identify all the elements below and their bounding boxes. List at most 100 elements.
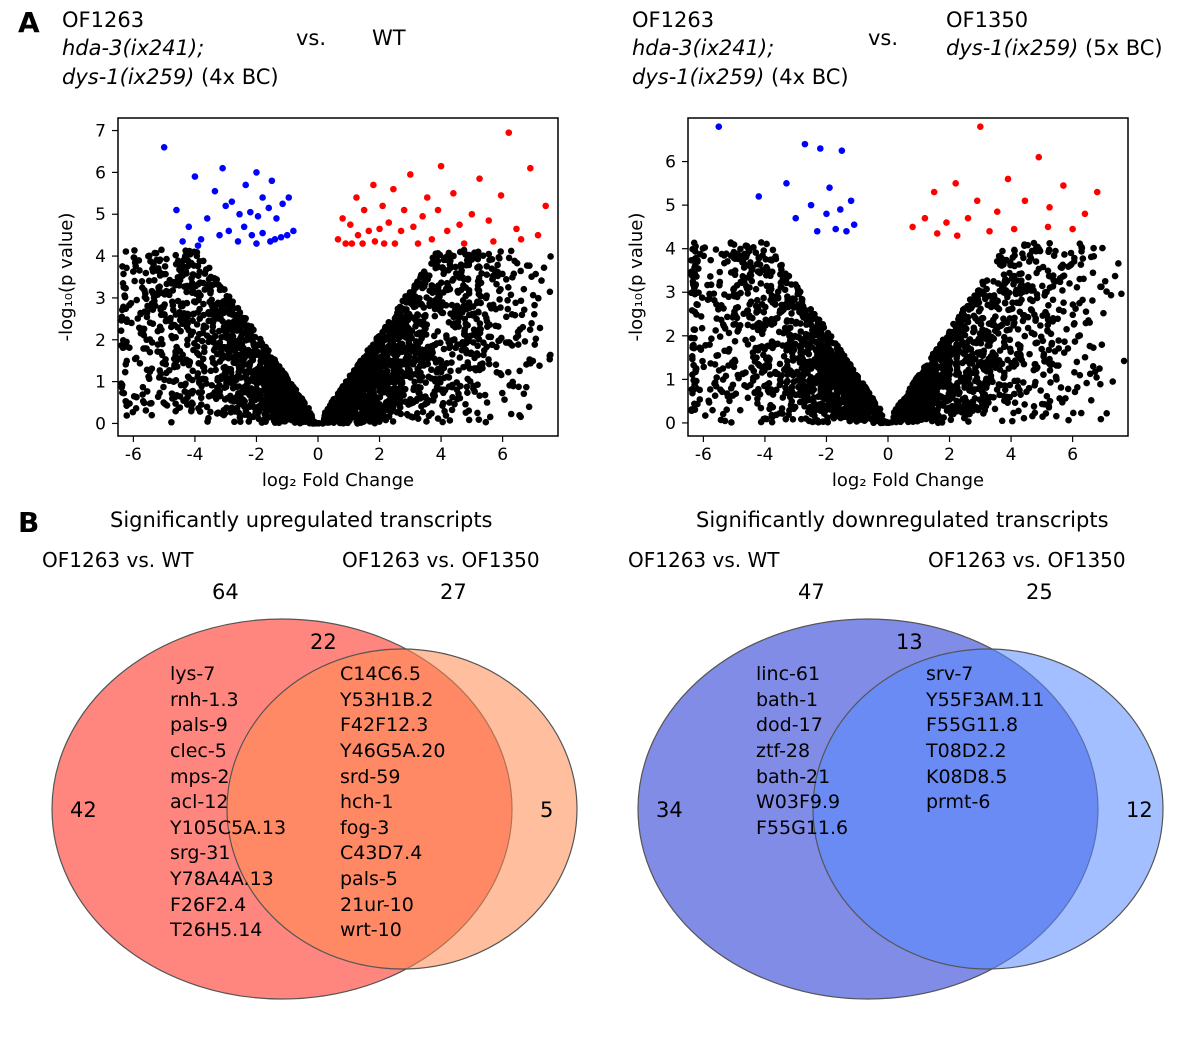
data-point [782,390,789,397]
ytick-label: 6 [665,153,676,173]
data-point [435,291,442,298]
data-point [1021,333,1028,340]
data-point [209,328,216,335]
data-point [144,388,151,395]
data-point [273,392,280,399]
data-point [458,269,465,276]
data-point [740,371,747,378]
data-point [721,260,728,267]
data-point [237,392,244,399]
data-point [1004,294,1011,301]
data-point [454,341,461,348]
data-point [142,294,149,301]
data-point [925,373,932,380]
data-point [1001,373,1008,380]
data-point [379,373,386,380]
data-point [1049,361,1056,368]
data-point [944,398,951,405]
data-point [691,335,698,342]
data-point [521,286,528,293]
data-point [186,360,193,367]
data-point [123,248,130,255]
data-point [363,382,370,389]
data-point [1055,337,1062,344]
data-point [963,372,970,379]
data-point [194,321,201,328]
data-point [399,298,406,305]
data-point-down [235,238,242,245]
data-point [1090,269,1097,276]
data-point [804,343,811,350]
data-point [1015,326,1022,333]
xtick-label: -2 [248,445,265,465]
data-point [172,408,179,415]
data-point [449,407,456,414]
data-point [745,322,752,329]
ytick-label: 2 [95,331,106,351]
data-point [466,407,473,414]
data-point [707,257,714,264]
data-point [746,314,753,321]
data-point [1121,358,1128,365]
data-point [757,270,764,277]
data-point [154,291,161,298]
data-point [351,387,358,394]
data-point [691,264,698,271]
data-point [796,306,803,313]
data-point [397,333,404,340]
data-point [929,404,936,411]
data-point [160,271,167,278]
data-point [420,318,427,325]
data-point [797,379,804,386]
data-point [945,383,952,390]
data-point [177,328,184,335]
data-point [284,391,291,398]
data-point [475,334,482,341]
data-point [271,357,278,364]
data-point [386,337,393,344]
data-point [919,370,926,377]
data-point [1070,410,1077,417]
data-point [690,271,697,278]
data-point-up [415,240,422,247]
data-point [730,381,737,388]
ytick-label: 0 [95,414,106,434]
data-point [420,409,427,416]
data-point [1020,318,1027,325]
data-point [1047,379,1054,386]
data-point-up [476,175,483,182]
data-point [957,328,964,335]
data-point [241,398,248,405]
data-point [724,390,731,397]
data-point [522,338,529,345]
data-point [950,321,957,328]
data-point [1092,368,1099,375]
data-point [937,394,944,401]
data-point [531,341,538,348]
data-point-up [518,236,525,243]
data-point-up [456,221,463,228]
data-point-down [285,194,292,201]
data-point [1040,338,1047,345]
data-point [389,373,396,380]
data-point [798,416,805,423]
data-point [979,279,986,286]
data-point [1097,381,1104,388]
data-point [771,320,778,327]
data-point [212,367,219,374]
data-point [223,379,230,386]
data-point [932,416,939,423]
data-point [1014,299,1021,306]
data-point [374,382,381,389]
data-point-down [242,182,249,189]
data-point [264,350,271,357]
data-point [495,323,502,330]
data-point [440,310,447,317]
data-point [498,335,505,342]
data-point [1089,297,1096,304]
data-point [921,385,928,392]
data-point [1017,283,1024,290]
data-point [326,419,333,426]
data-point [911,381,918,388]
data-point [455,390,462,397]
